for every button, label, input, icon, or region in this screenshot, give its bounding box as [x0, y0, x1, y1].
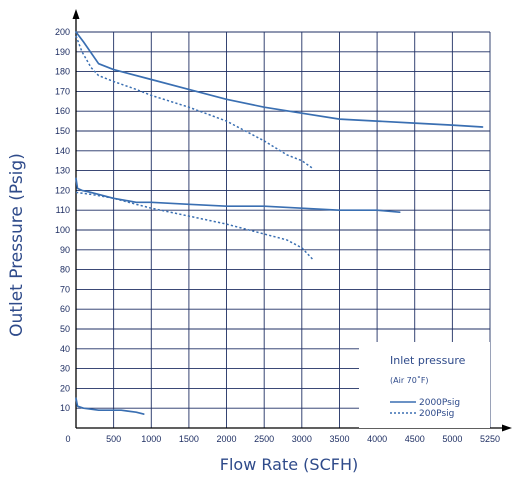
- x-tick-label: 3000: [292, 434, 312, 444]
- x-tick-label: 4000: [367, 434, 387, 444]
- x-tick-label: 1000: [141, 434, 161, 444]
- y-tick-label: 120: [55, 185, 70, 195]
- x-tick-label: 5250: [480, 434, 500, 444]
- legend-entry-2000psig: 2000Psig: [419, 398, 460, 408]
- x-tick-label: 1500: [179, 434, 199, 444]
- x-tick-label: 2500: [254, 434, 274, 444]
- y-axis-arrow: [72, 9, 80, 19]
- y-tick-label: 170: [55, 86, 70, 96]
- y-tick-label: 40: [60, 344, 70, 354]
- series-line-2000psig-2: [75, 177, 401, 214]
- y-tick-label: 190: [55, 47, 70, 57]
- y-tick-label: 180: [55, 67, 70, 77]
- legend-box: [359, 342, 490, 428]
- legend-entry-200psig: 200Psig: [419, 409, 454, 419]
- x-tick-label: 0: [65, 434, 70, 444]
- series-line-200psig-1: [75, 35, 314, 170]
- x-axis-arrow: [502, 424, 512, 432]
- legend-subtitle: (Air 70˚F): [390, 375, 429, 385]
- series-line-2000psig-4: [75, 397, 145, 415]
- x-tick-label: 4500: [405, 434, 425, 444]
- y-axis-title: Outlet Pressure (Psig): [7, 153, 27, 337]
- x-axis-title: Flow Rate (SCFH): [220, 455, 358, 474]
- y-tick-label: 10: [60, 403, 70, 413]
- y-tick-label: 100: [55, 225, 70, 235]
- x-tick-label: 500: [106, 434, 121, 444]
- y-tick-label: 70: [60, 284, 70, 294]
- y-tick-label: 140: [55, 146, 70, 156]
- series-layer: [75, 31, 484, 415]
- y-tick-label: 50: [60, 324, 70, 334]
- legend: Inlet pressure (Air 70˚F) 2000Psig 200Ps…: [359, 342, 490, 428]
- tick-labels: 10 20 30 40 50 60 70 80 90 100 110 120 130 140 150 160 1…: [55, 27, 500, 444]
- x-tick-label: 2000: [217, 434, 237, 444]
- y-tick-label: 30: [60, 364, 70, 374]
- series-line-200psig-3: [75, 191, 314, 261]
- y-tick-label: 60: [60, 304, 70, 314]
- series-line-2000psig-0: [75, 31, 484, 128]
- y-tick-label: 150: [55, 126, 70, 136]
- x-tick-label: 3500: [329, 434, 349, 444]
- y-tick-label: 160: [55, 106, 70, 116]
- x-tick-label: 5000: [442, 434, 462, 444]
- legend-title: Inlet pressure: [390, 354, 466, 367]
- y-tick-label: 130: [55, 166, 70, 176]
- y-tick-label: 110: [56, 205, 70, 215]
- y-tick-label: 200: [55, 27, 70, 37]
- y-tick-label: 90: [60, 245, 70, 255]
- y-tick-label: 80: [60, 265, 70, 275]
- y-tick-label: 20: [60, 383, 70, 393]
